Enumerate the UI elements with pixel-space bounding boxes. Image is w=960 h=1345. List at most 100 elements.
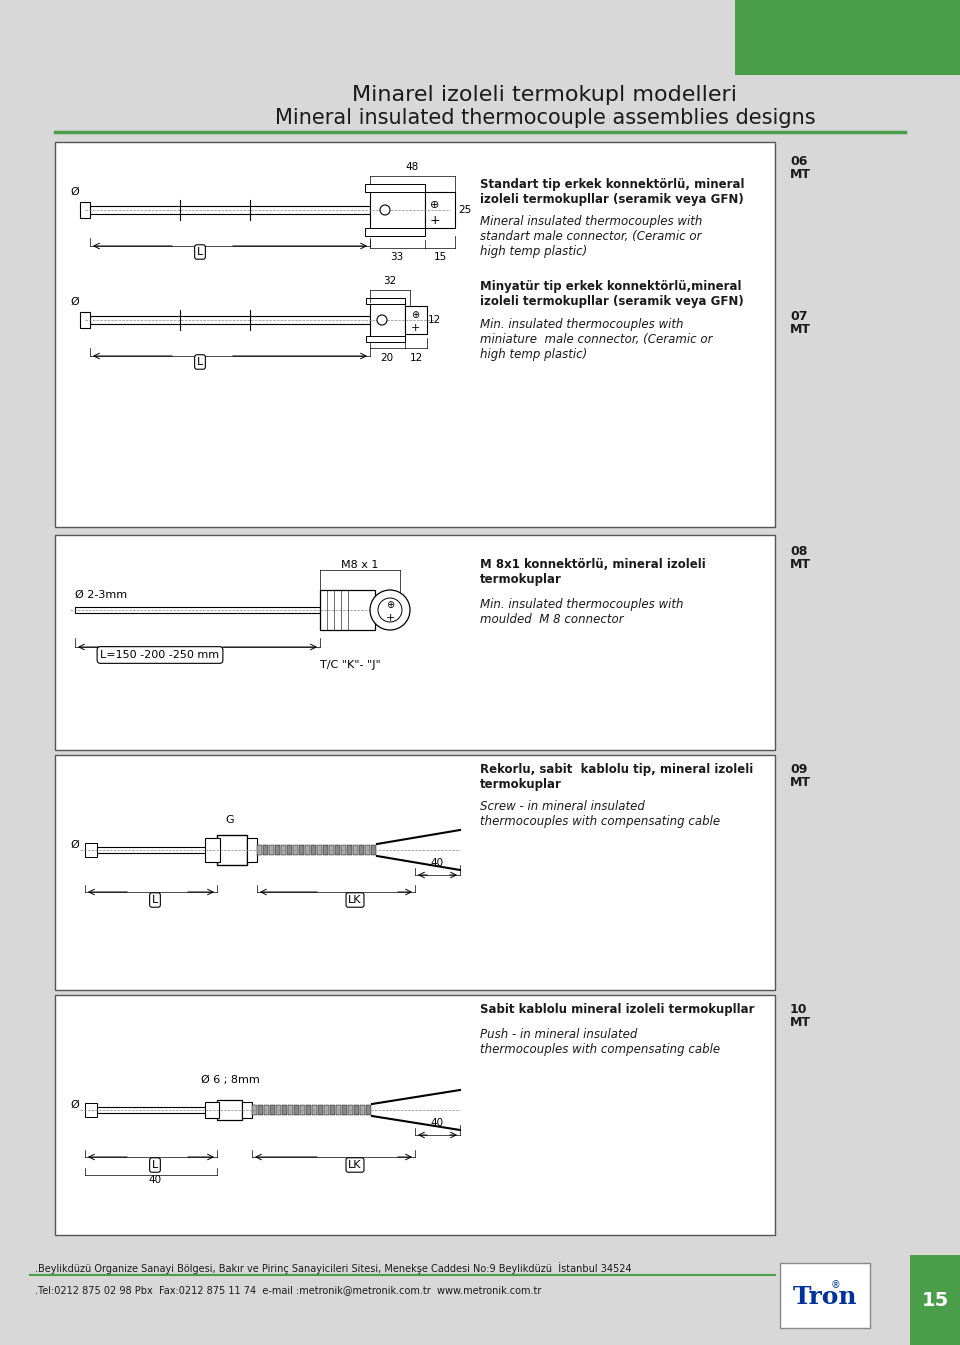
Bar xyxy=(80,202,90,218)
Text: Minyatür tip erkek konnektörlü,mineral
izoleli termokupllar (seramik veya GFN): Minyatür tip erkek konnektörlü,mineral i… xyxy=(480,280,744,308)
Text: LK: LK xyxy=(348,1159,362,1170)
Bar xyxy=(205,1102,219,1118)
Text: Screw - in mineral insulated
thermocouples with compensating cable: Screw - in mineral insulated thermocoupl… xyxy=(480,800,720,829)
Text: +: + xyxy=(410,323,420,334)
Bar xyxy=(270,1106,275,1115)
Bar xyxy=(269,845,274,855)
Bar xyxy=(299,845,304,855)
Text: Sabit kablolu mineral izoleli termokupllar: Sabit kablolu mineral izoleli termokupll… xyxy=(480,1003,755,1015)
Bar xyxy=(735,75,910,116)
Bar xyxy=(85,1103,97,1116)
Text: Ø: Ø xyxy=(71,841,80,850)
Text: ⊕: ⊕ xyxy=(430,200,440,210)
Bar xyxy=(75,607,370,613)
Text: Ø 2-3mm: Ø 2-3mm xyxy=(75,590,127,600)
Bar xyxy=(341,845,346,855)
Bar xyxy=(336,1106,341,1115)
Bar xyxy=(780,1263,870,1328)
Bar xyxy=(329,845,334,855)
Bar xyxy=(312,1106,317,1115)
Bar xyxy=(247,838,257,862)
Text: Ø: Ø xyxy=(71,187,80,196)
Bar xyxy=(242,1102,252,1118)
Text: ®: ® xyxy=(830,1280,840,1290)
Text: L: L xyxy=(152,1159,158,1170)
Bar xyxy=(217,1100,242,1120)
Bar xyxy=(342,1106,347,1115)
Bar xyxy=(55,535,775,751)
Text: Ø: Ø xyxy=(71,297,80,307)
Text: Minarel izoleli termokupl modelleri: Minarel izoleli termokupl modelleri xyxy=(352,85,737,105)
Bar xyxy=(318,1106,323,1115)
Text: L: L xyxy=(197,356,204,367)
Bar xyxy=(55,995,775,1235)
Bar xyxy=(324,1106,329,1115)
Circle shape xyxy=(370,590,410,629)
Bar xyxy=(306,1106,311,1115)
Text: MT: MT xyxy=(790,1015,811,1029)
Bar xyxy=(365,184,425,192)
Text: L: L xyxy=(152,894,158,905)
Bar xyxy=(320,590,375,629)
Text: Rekorlu, sabit  kablolu tip, mineral izoleli
termokuplar: Rekorlu, sabit kablolu tip, mineral izol… xyxy=(480,763,754,791)
Text: ⊕: ⊕ xyxy=(411,309,420,320)
Text: G: G xyxy=(226,815,234,824)
Bar xyxy=(335,845,340,855)
Bar xyxy=(55,143,775,527)
Bar xyxy=(275,845,280,855)
Bar xyxy=(55,755,775,990)
Bar xyxy=(370,303,405,338)
Bar xyxy=(366,1106,371,1115)
Bar xyxy=(90,206,370,214)
Text: Tron: Tron xyxy=(793,1284,857,1309)
Bar xyxy=(288,1106,293,1115)
Text: 40: 40 xyxy=(430,1118,444,1128)
Text: L=150 -200 -250 mm: L=150 -200 -250 mm xyxy=(101,650,220,660)
Bar xyxy=(740,0,910,75)
Bar xyxy=(354,1106,359,1115)
Bar xyxy=(365,845,370,855)
Bar xyxy=(371,845,376,855)
Bar xyxy=(252,1106,257,1115)
Text: .Tel:0212 875 02 98 Pbx  Fax:0212 875 11 74  e-mail :metronik@metronik.com.tr  w: .Tel:0212 875 02 98 Pbx Fax:0212 875 11 … xyxy=(35,1284,541,1295)
Bar xyxy=(0,1255,910,1345)
Text: 07: 07 xyxy=(790,309,807,323)
Circle shape xyxy=(377,315,387,325)
Bar xyxy=(287,845,292,855)
Bar xyxy=(294,1106,299,1115)
Bar xyxy=(370,188,425,231)
Text: MT: MT xyxy=(790,776,811,790)
Bar xyxy=(425,192,455,229)
Bar xyxy=(90,316,370,324)
Text: MT: MT xyxy=(790,168,811,182)
Text: 12: 12 xyxy=(428,315,442,325)
Bar xyxy=(300,1106,305,1115)
Text: 40: 40 xyxy=(149,1176,161,1185)
Bar xyxy=(80,312,90,328)
Text: 06: 06 xyxy=(790,155,807,168)
Text: 08: 08 xyxy=(790,545,807,558)
Text: L: L xyxy=(197,247,204,257)
Text: 48: 48 xyxy=(406,161,420,172)
Bar xyxy=(317,845,322,855)
Bar xyxy=(97,847,217,853)
Text: ⊕: ⊕ xyxy=(386,600,394,611)
Bar xyxy=(205,838,220,862)
Bar xyxy=(257,845,262,855)
Bar xyxy=(276,1106,281,1115)
Bar xyxy=(305,845,310,855)
Bar xyxy=(360,1106,365,1115)
Text: Ø 6 ; 8mm: Ø 6 ; 8mm xyxy=(201,1075,259,1085)
Bar xyxy=(264,1106,269,1115)
Text: 10: 10 xyxy=(790,1003,807,1015)
Text: 09: 09 xyxy=(790,763,807,776)
Circle shape xyxy=(380,204,390,215)
Bar xyxy=(258,1106,263,1115)
Bar xyxy=(910,0,960,1345)
Bar xyxy=(293,845,298,855)
Text: M8 x 1: M8 x 1 xyxy=(342,560,378,570)
Bar xyxy=(365,229,425,235)
Text: 15: 15 xyxy=(922,1290,948,1310)
Text: 40: 40 xyxy=(430,858,444,868)
Text: 20: 20 xyxy=(380,352,394,363)
